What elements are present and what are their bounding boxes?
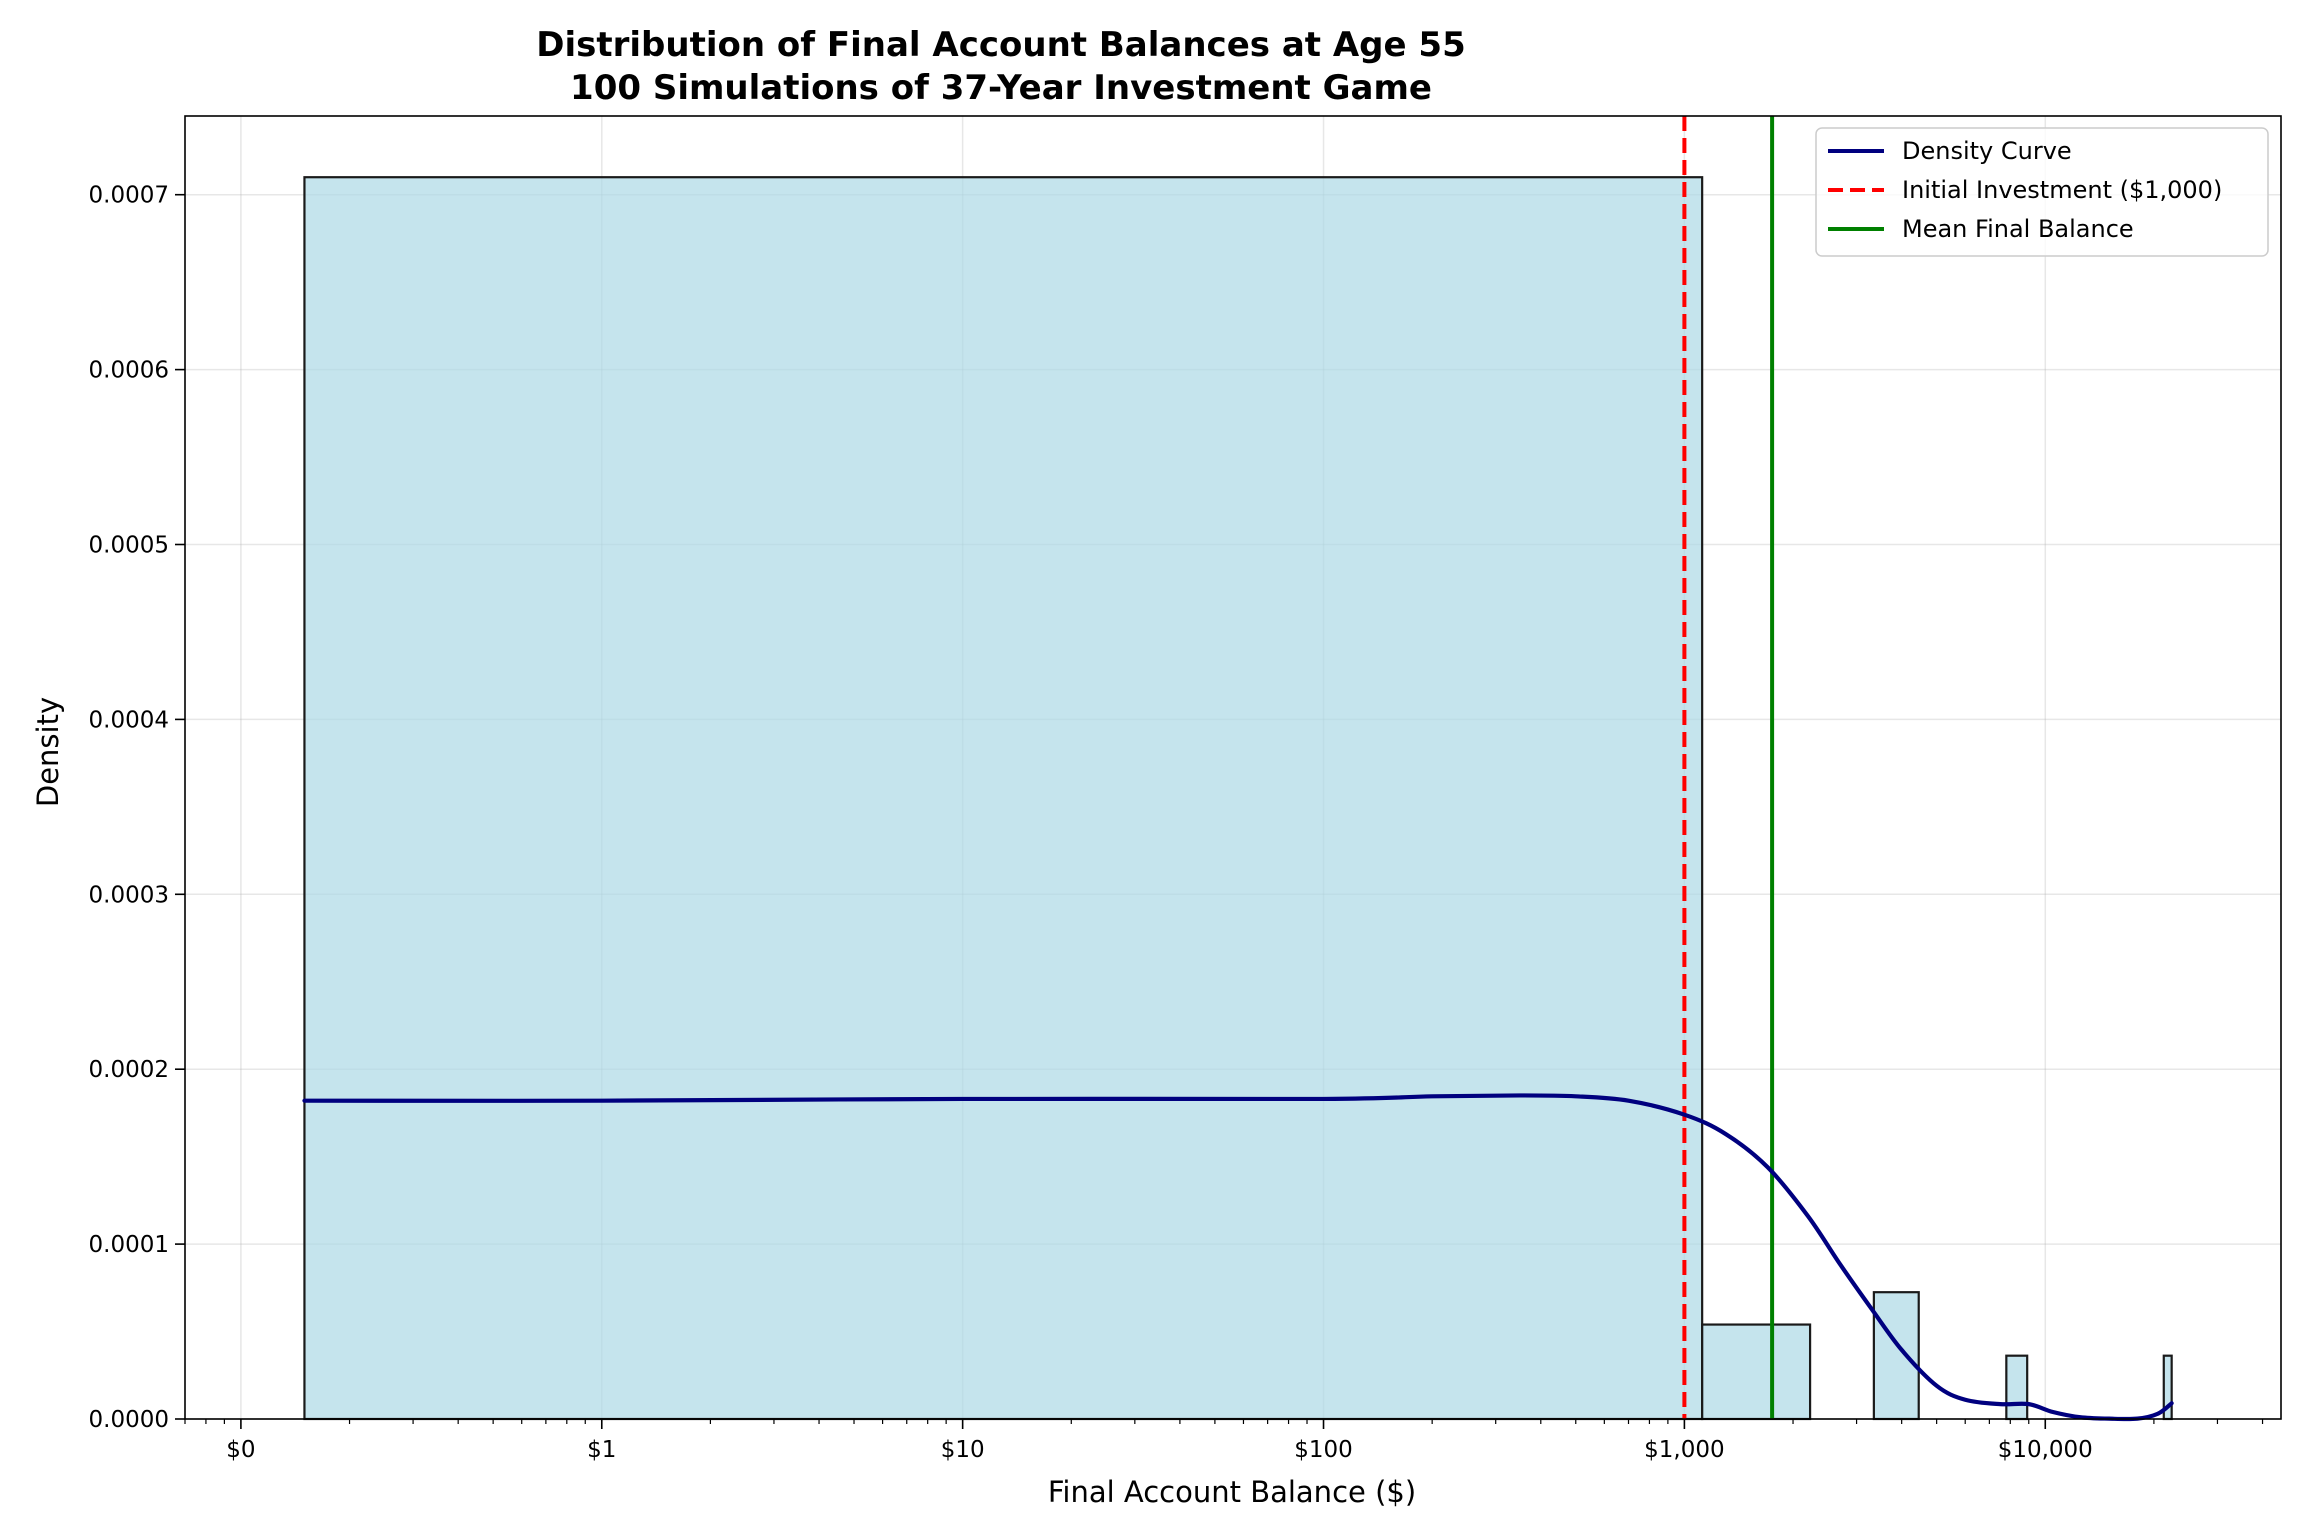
legend-box	[1815, 127, 2269, 257]
plot-frame	[184, 115, 2282, 1420]
histogram-bar-1	[1701, 1323, 1812, 1421]
x-tick-label-0: $0	[226, 1437, 255, 1463]
x-tick-label-2: $10	[941, 1437, 985, 1463]
y-axis-label: Density	[31, 697, 65, 807]
legend-label-1: Initial Investment ($1,000)	[1902, 176, 2222, 204]
y-tick-label-4: 0.0004	[89, 707, 169, 733]
y-tick-label-1: 0.0001	[89, 1232, 169, 1258]
histogram-bar-0	[303, 176, 1704, 1421]
legend: Density Curve Initial Investment ($1,000)…	[1815, 127, 2269, 257]
density-curve-layer	[302, 1093, 2174, 1422]
x-tick-label-4: $1,000	[1644, 1437, 1724, 1463]
y-tick-label-3: 0.0003	[89, 882, 169, 908]
x-axis-ticks: $0 $1 $10 $100 $1,000 $10,000	[184, 1419, 2264, 1463]
density-curve	[302, 1093, 2174, 1422]
histogram-bars	[303, 176, 2173, 1421]
y-tick-label-6: 0.0006	[89, 358, 169, 384]
chart-title: Distribution of Final Account Balances a…	[536, 25, 1465, 65]
histogram-bar-2	[1872, 1291, 1920, 1421]
x-tick-label-5: $10,000	[1998, 1437, 2093, 1463]
legend-label-0: Density Curve	[1902, 137, 2072, 165]
y-tick-label-5: 0.0005	[89, 533, 169, 559]
y-axis-ticks: 0.0000 0.0001 0.0002 0.0003 0.0004 0.0005 0.00…	[89, 183, 185, 1433]
y-tick-label-2: 0.0002	[89, 1057, 169, 1083]
reference-lines	[1682, 116, 1775, 1419]
x-tick-label-1: $1	[587, 1437, 616, 1463]
x-tick-label-3: $100	[1294, 1437, 1353, 1463]
y-tick-label-7: 0.0007	[89, 183, 169, 209]
histogram-bar-3	[2005, 1354, 2029, 1421]
y-tick-label-0: 0.0000	[89, 1407, 169, 1433]
chart-subtitle: 100 Simulations of 37-Year Investment Ga…	[570, 68, 1432, 108]
legend-label-2: Mean Final Balance	[1902, 215, 2134, 243]
x-axis-label: Final Account Balance ($)	[1048, 1475, 1416, 1509]
